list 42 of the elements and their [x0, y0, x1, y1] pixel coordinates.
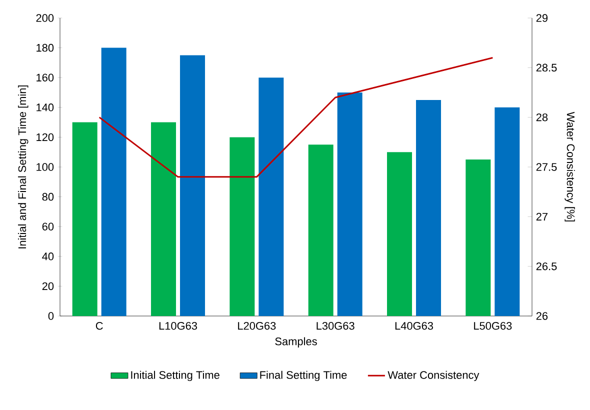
bar [230, 137, 255, 316]
x-axis-title: Samples [275, 337, 317, 348]
x-tick-label: L10G63 [159, 322, 198, 330]
bar [337, 92, 362, 316]
bar [416, 100, 442, 316]
bar [466, 160, 491, 316]
bar [387, 152, 412, 316]
bar [151, 122, 176, 316]
x-tick-label: L30G63 [316, 322, 354, 330]
legend-label: Initial Setting Time [131, 370, 220, 382]
y2-axis-title: Water Consistency [%] [564, 112, 575, 222]
y-tick-label: 20 [42, 282, 54, 290]
y2-tick-label: 29 [536, 14, 548, 22]
y-tick-label: 60 [42, 222, 54, 230]
bar [494, 107, 520, 316]
y2-tick-label: 27 [536, 212, 548, 220]
bar [308, 144, 334, 316]
y2-tick-label: 27.5 [536, 163, 557, 171]
x-tick-label: L40G63 [395, 322, 434, 330]
y-tick-label: 0 [48, 312, 54, 320]
y-tick-label: 40 [42, 252, 54, 260]
legend-label: Water Consistency [388, 370, 480, 382]
y2-tick-label: 28.5 [536, 64, 557, 72]
y2-tick-label: 28 [536, 113, 548, 122]
y2-tick-label: 26.5 [536, 262, 557, 270]
bar [258, 78, 284, 316]
x-tick-label: L20G63 [238, 322, 276, 330]
y-tick-label: 120 [36, 133, 54, 142]
bar [180, 55, 206, 316]
x-tick-label: C [96, 322, 103, 330]
bar [72, 122, 98, 316]
y-tick-label: 160 [36, 74, 54, 82]
y2-tick-label: 26 [536, 312, 548, 320]
legend-label: Final Setting Time [260, 370, 347, 382]
x-tick-label: L50G63 [474, 322, 512, 330]
y-tick-label: 80 [42, 192, 54, 201]
y-tick-label: 180 [36, 44, 54, 52]
bar [101, 48, 126, 316]
y-tick-label: 100 [36, 163, 54, 171]
y-tick-label: 140 [36, 104, 54, 112]
y-tick-label: 200 [36, 14, 54, 22]
y-axis-title: Initial and Final Setting Time [min] [18, 85, 28, 248]
